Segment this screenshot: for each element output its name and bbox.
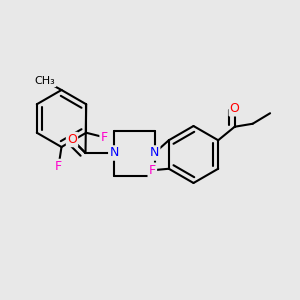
Text: CH₃: CH₃: [34, 76, 56, 86]
Text: F: F: [149, 164, 156, 177]
Text: N: N: [109, 146, 119, 160]
Text: O: O: [230, 102, 240, 115]
Text: N: N: [150, 146, 159, 160]
Text: F: F: [55, 160, 62, 173]
Text: F: F: [100, 131, 108, 144]
Text: O: O: [67, 133, 77, 146]
